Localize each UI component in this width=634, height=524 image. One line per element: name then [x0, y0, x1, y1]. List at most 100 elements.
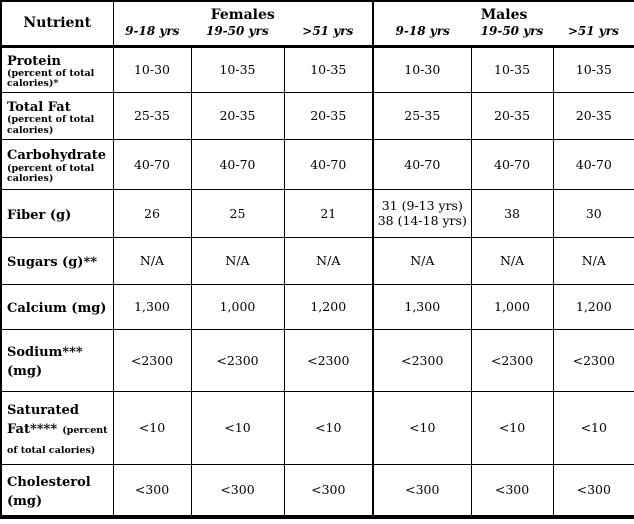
- header-age-males-51plus: >51 yrs: [567, 24, 619, 39]
- header-nutrient: Nutrient: [0, 0, 114, 48]
- nutrient-name: Calcium (mg): [7, 301, 107, 317]
- value-cell: 25: [190, 188, 285, 238]
- value-cell: 20-35: [552, 91, 634, 140]
- value-cell: 40-70: [283, 138, 374, 190]
- nutrient-name: Cholesterol (mg): [7, 474, 91, 510]
- nutrient-note: (percent of total calories): [7, 162, 95, 185]
- nutrient-cell: Fiber (g): [0, 188, 114, 238]
- value-cell: 40-70: [372, 138, 472, 190]
- value-cell: 25-35: [112, 91, 192, 140]
- nutrient-note: (percent of total calories): [7, 114, 95, 136]
- value-cell: <10: [283, 390, 374, 465]
- value-cell: 1,200: [283, 283, 374, 330]
- value-cell: 10-35: [283, 45, 374, 93]
- table-row: Fiber (g) 26 25 21 31 (9-13 yrs) 38 (14-…: [0, 188, 634, 238]
- value-cell: N/A: [470, 236, 554, 285]
- value-cell: 10-35: [190, 45, 285, 93]
- value-cell: <2300: [552, 328, 634, 392]
- table-row: Calcium (mg) 1,300 1,000 1,200 1,300 1,0…: [0, 283, 634, 330]
- value-cell: 40-70: [190, 138, 285, 190]
- header-row: Nutrient Females 9-18 yrs 19-50 yrs >51 …: [0, 0, 634, 48]
- value-cell: <10: [470, 390, 554, 465]
- value-cell: N/A: [552, 236, 634, 285]
- value-cell: <300: [190, 463, 285, 518]
- value-cell: <2300: [470, 328, 554, 392]
- header-females: Females 9-18 yrs 19-50 yrs >51 yrs: [112, 0, 374, 48]
- value-cell: 1,200: [552, 283, 634, 330]
- value-cell: <2300: [112, 328, 192, 392]
- nutrient-cell: Cholesterol (mg): [0, 463, 114, 518]
- table-row: Total Fat (percent of total calories) 25…: [0, 91, 634, 140]
- header-age-females-51plus: >51 yrs: [302, 24, 354, 39]
- value-cell: 10-30: [372, 45, 472, 93]
- nutrient-name: Protein: [7, 53, 61, 69]
- value-cell: <10: [190, 390, 285, 465]
- value-cell: <2300: [372, 328, 472, 392]
- table-row: Sugars (g)** N/A N/A N/A N/A N/A N/A: [0, 236, 634, 285]
- value-cell: 1,000: [470, 283, 554, 330]
- value-cell: N/A: [190, 236, 285, 285]
- nutrient-cell: Sodium*** (mg): [0, 328, 114, 392]
- value-cell: <2300: [190, 328, 285, 392]
- value-cell: 25-35: [372, 91, 472, 140]
- nutrient-cell: Saturated Fat**** (percent of total calo…: [0, 390, 114, 465]
- header-females-ages: 9-18 yrs 19-50 yrs >51 yrs: [114, 24, 372, 40]
- value-cell: <300: [372, 463, 472, 518]
- value-cell: 26: [112, 188, 192, 238]
- nutrient-name: Fiber (g): [7, 207, 72, 223]
- nutrient-note: (percent of total calories): [7, 425, 108, 456]
- nutrient-name: Carbohydrate: [7, 148, 107, 164]
- value-cell: 40-70: [552, 138, 634, 190]
- value-cell: 1,300: [112, 283, 192, 330]
- table-body: Protein (percent of total calories)* 10-…: [0, 45, 634, 518]
- header-males-ages: 9-18 yrs 19-50 yrs >51 yrs: [375, 24, 634, 40]
- value-cell: 10-35: [552, 45, 634, 93]
- value-cell: 20-35: [470, 91, 554, 140]
- header-age-males-9-18: 9-18 yrs: [395, 24, 450, 39]
- nutrient-note: (percent of total calories)*: [7, 68, 95, 90]
- value-cell: 20-35: [283, 91, 374, 140]
- value-cell: <2300: [283, 328, 374, 392]
- value-cell: <10: [372, 390, 472, 465]
- value-cell: N/A: [283, 236, 374, 285]
- table-header: Nutrient Females 9-18 yrs 19-50 yrs >51 …: [0, 0, 634, 48]
- value-cell: <10: [552, 390, 634, 465]
- value-cell: 10-35: [470, 45, 554, 93]
- value-cell: 38: [470, 188, 554, 238]
- value-cell: 21: [283, 188, 374, 238]
- value-cell: <300: [552, 463, 634, 518]
- value-cell: 10-30: [112, 45, 192, 93]
- table-row: Carbohydrate (percent of total calories)…: [0, 138, 634, 190]
- value-cell: <300: [470, 463, 554, 518]
- value-cell: <300: [112, 463, 192, 518]
- nutrient-name: Total Fat: [7, 99, 71, 115]
- value-cell: 31 (9-13 yrs) 38 (14-18 yrs): [372, 188, 472, 238]
- table-row: Protein (percent of total calories)* 10-…: [0, 45, 634, 93]
- nutrient-cell: Calcium (mg): [0, 283, 114, 330]
- value-cell: N/A: [112, 236, 192, 285]
- value-cell: 20-35: [190, 91, 285, 140]
- nutrient-cell: Sugars (g)**: [0, 236, 114, 285]
- header-males: Males 9-18 yrs 19-50 yrs >51 yrs: [372, 0, 634, 48]
- header-age-males-19-50: 19-50 yrs: [480, 24, 544, 39]
- table-row: Saturated Fat**** (percent of total calo…: [0, 390, 634, 465]
- nutrient-cell: Carbohydrate (percent of total calories): [0, 138, 114, 190]
- header-age-females-9-18: 9-18 yrs: [125, 24, 180, 39]
- nutrient-cell: Protein (percent of total calories)*: [0, 45, 114, 93]
- value-cell: 40-70: [112, 138, 192, 190]
- value-cell: N/A: [372, 236, 472, 285]
- value-cell: 1,000: [190, 283, 285, 330]
- nutrient-cell: Total Fat (percent of total calories): [0, 91, 114, 140]
- value-cell: 40-70: [470, 138, 554, 190]
- table-row: Sodium*** (mg) <2300 <2300 <2300 <2300 <…: [0, 328, 634, 392]
- nutrient-name: Sodium*** (mg): [7, 344, 83, 380]
- value-cell: 1,300: [372, 283, 472, 330]
- value-cell: <10: [112, 390, 192, 465]
- nutrient-name: Sugars (g)**: [7, 255, 98, 271]
- value-cell: <300: [283, 463, 374, 518]
- nutrient-name: Saturated Fat****: [7, 402, 79, 438]
- header-age-females-19-50: 19-50 yrs: [205, 24, 269, 39]
- value-cell: 30: [552, 188, 634, 238]
- header-females-label: Females: [210, 6, 275, 23]
